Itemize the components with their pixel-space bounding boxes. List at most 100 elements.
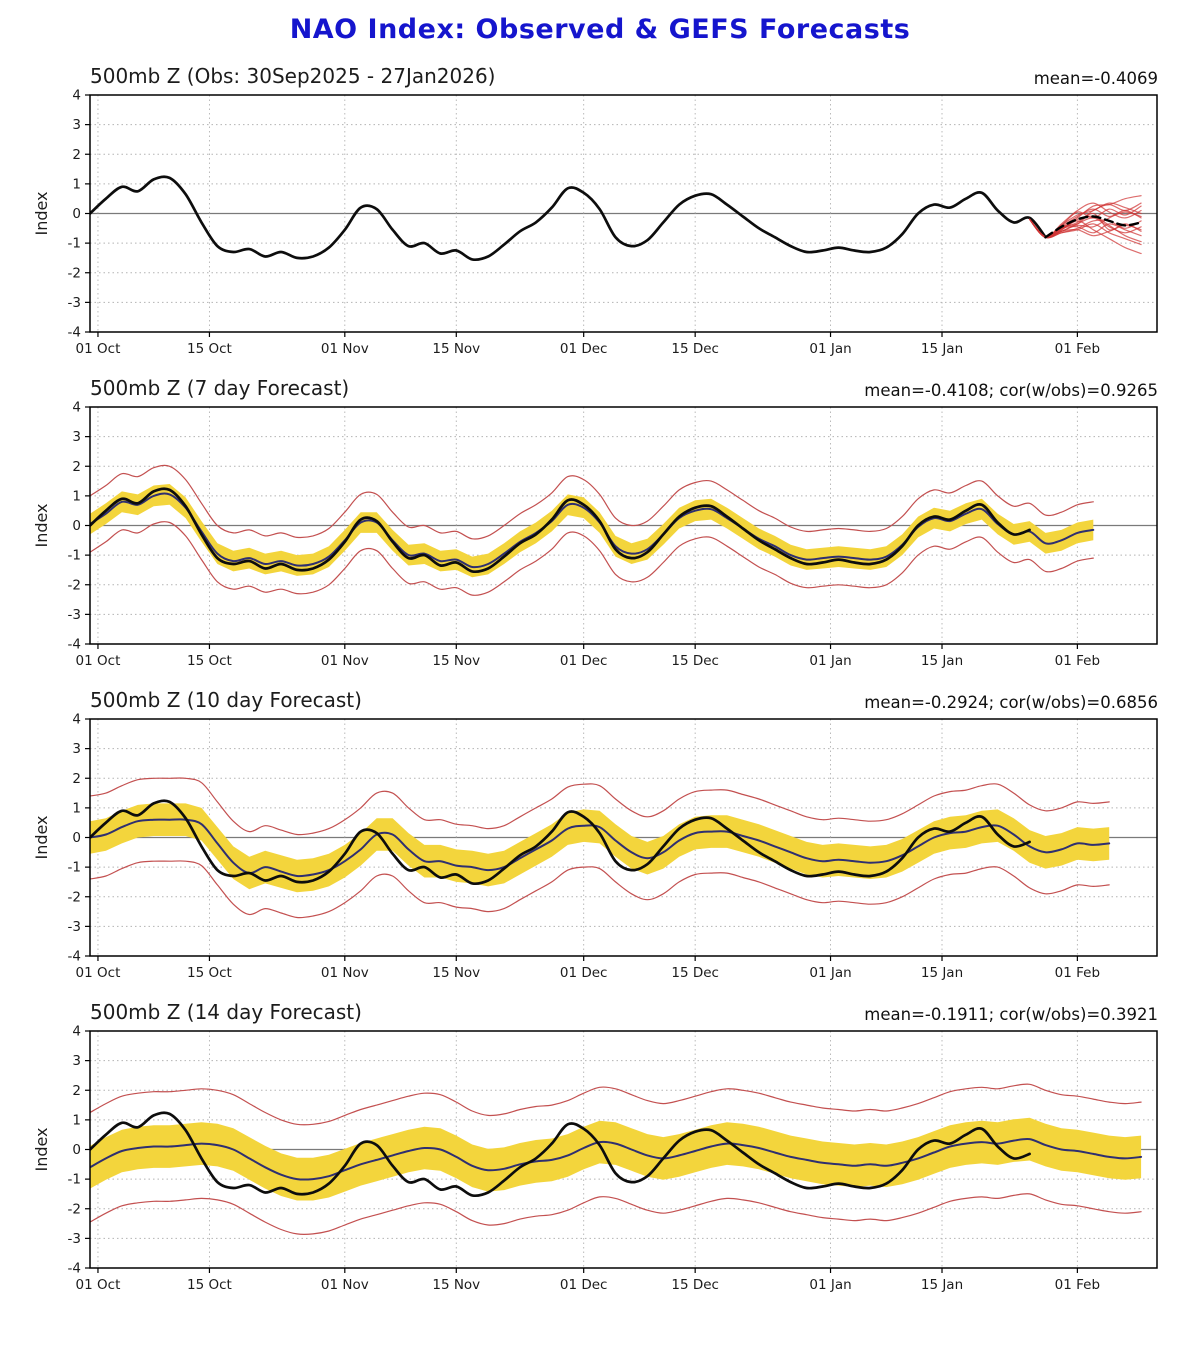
svg-text:01 Dec: 01 Dec [560,1277,608,1293]
panel-500mb-observed: 500mb Z (Obs: 30Sep2025 - 27Jan2026) mea… [0,57,1200,361]
svg-text:01 Jan: 01 Jan [809,1277,851,1293]
svg-text:15 Jan: 15 Jan [921,653,963,669]
svg-text:15 Jan: 15 Jan [921,1277,963,1293]
svg-text:01 Nov: 01 Nov [321,653,369,669]
svg-text:3: 3 [72,117,81,133]
svg-text:15 Oct: 15 Oct [187,1277,232,1293]
svg-text:-4: -4 [68,949,81,965]
svg-text:2: 2 [72,1083,81,1099]
svg-text:3: 3 [72,429,81,445]
svg-text:1: 1 [72,176,81,192]
svg-text:01 Nov: 01 Nov [321,965,369,981]
svg-text:15 Nov: 15 Nov [432,341,480,357]
svg-text:0: 0 [72,518,81,534]
svg-text:-1: -1 [68,548,81,564]
panel-forecast-14day: 500mb Z (14 day Forecast) mean=-0.1911; … [0,993,1200,1297]
svg-text:15 Dec: 15 Dec [671,653,719,669]
svg-text:2: 2 [72,459,81,475]
svg-text:01 Dec: 01 Dec [560,653,608,669]
svg-text:-3: -3 [68,295,81,311]
panel-stats-forecast-10day: mean=-0.2924; cor(w/obs)=0.6856 [864,693,1158,712]
chart-canvas-forecast14: 4 3 2 1 0 -1 -2 -3 -401 Oct 15 Oct 01 Nov 15 Nov 01 … [32,1024,1158,1293]
svg-text:-2: -2 [68,577,81,593]
svg-text:01 Oct: 01 Oct [76,965,121,981]
svg-text:-2: -2 [68,265,81,281]
panel-stats-forecast-7day: mean=-0.4108; cor(w/obs)=0.9265 [864,381,1158,400]
panel-title-forecast-10day: 500mb Z (10 day Forecast) [90,688,362,712]
svg-text:01 Dec: 01 Dec [560,341,608,357]
svg-text:4: 4 [72,713,81,728]
svg-text:Index: Index [32,815,51,859]
svg-text:-3: -3 [68,607,81,623]
svg-text:0: 0 [72,1142,81,1158]
svg-text:15 Oct: 15 Oct [187,965,232,981]
panel-title-forecast-14day: 500mb Z (14 day Forecast) [90,1000,362,1024]
svg-text:15 Dec: 15 Dec [671,1277,719,1293]
chart-forecast-14day: 4 3 2 1 0 -1 -2 -3 -4 01 Oct 15 Oct 01 Nov 15 Nov 01 … [32,1024,1162,1297]
svg-text:-1: -1 [68,1172,81,1188]
svg-text:-4: -4 [68,325,81,341]
svg-text:Index: Index [32,191,51,235]
panel-forecast-7day: 500mb Z (7 day Forecast) mean=-0.4108; c… [0,369,1200,673]
svg-text:-2: -2 [68,1201,81,1217]
chart-observed: 4 3 2 1 0 -1 -2 -3 -4 01 Oct 15 Oct 01 Nov 15 Nov 01 … [32,88,1162,361]
panel-header-forecast-7day: 500mb Z (7 day Forecast) mean=-0.4108; c… [32,369,1162,401]
svg-text:01 Oct: 01 Oct [76,1277,121,1293]
chart-forecast-7day: 4 3 2 1 0 -1 -2 -3 -4 01 Oct 15 Oct 01 Nov 15 Nov 01 … [32,400,1162,673]
svg-text:Index: Index [32,1127,51,1171]
svg-text:2: 2 [72,771,81,787]
svg-text:01 Feb: 01 Feb [1055,653,1100,669]
page-title: NAO Index: Observed & GEFS Forecasts [289,14,911,45]
svg-text:01 Dec: 01 Dec [560,965,608,981]
svg-text:4: 4 [72,89,81,104]
chart-canvas-observed: 4 3 2 1 0 -1 -2 -3 -401 Oct 15 Oct 01 Nov 15 Nov 01 … [32,88,1158,357]
svg-text:-1: -1 [68,236,81,252]
svg-text:-3: -3 [68,919,81,935]
svg-text:-1: -1 [68,860,81,876]
panel-forecast-10day: 500mb Z (10 day Forecast) mean=-0.2924; … [0,681,1200,985]
svg-text:-4: -4 [68,637,81,653]
svg-text:15 Oct: 15 Oct [187,653,232,669]
svg-text:0: 0 [72,206,81,222]
svg-text:01 Oct: 01 Oct [76,653,121,669]
svg-text:01 Jan: 01 Jan [809,341,851,357]
svg-text:1: 1 [72,800,81,816]
svg-text:15 Nov: 15 Nov [432,1277,480,1293]
svg-text:4: 4 [72,1025,81,1040]
svg-text:1: 1 [72,488,81,504]
nao-report: { "title": "NAO Index: Observed & GEFS F… [0,14,1200,1297]
svg-text:01 Nov: 01 Nov [321,1277,369,1293]
svg-text:1: 1 [72,1112,81,1128]
svg-text:15 Dec: 15 Dec [671,965,719,981]
panel-header-forecast-10day: 500mb Z (10 day Forecast) mean=-0.2924; … [32,681,1162,713]
chart-canvas-forecast7: 4 3 2 1 0 -1 -2 -3 -401 Oct 15 Oct 01 Nov 15 Nov 01 … [32,400,1158,669]
svg-text:4: 4 [72,401,81,416]
svg-text:15 Oct: 15 Oct [187,341,232,357]
svg-text:01 Jan: 01 Jan [809,653,851,669]
svg-text:01 Jan: 01 Jan [809,965,851,981]
svg-text:01 Feb: 01 Feb [1055,1277,1100,1293]
svg-text:15 Nov: 15 Nov [432,653,480,669]
panel-title-forecast-7day: 500mb Z (7 day Forecast) [90,376,350,400]
svg-text:-3: -3 [68,1231,81,1247]
svg-text:-2: -2 [68,889,81,905]
svg-text:01 Feb: 01 Feb [1055,341,1100,357]
svg-text:01 Nov: 01 Nov [321,341,369,357]
svg-text:0: 0 [72,830,81,846]
svg-text:01 Feb: 01 Feb [1055,965,1100,981]
chart-canvas-forecast10: 4 3 2 1 0 -1 -2 -3 -401 Oct 15 Oct 01 Nov 15 Nov 01 … [32,712,1158,981]
panel-stats-observed: mean=-0.4069 [1033,69,1158,88]
svg-text:15 Dec: 15 Dec [671,341,719,357]
svg-text:Index: Index [32,503,51,547]
svg-text:15 Nov: 15 Nov [432,965,480,981]
svg-text:3: 3 [72,1053,81,1069]
chart-forecast-10day: 4 3 2 1 0 -1 -2 -3 -4 01 Oct 15 Oct 01 Nov 15 Nov 01 … [32,712,1162,985]
panel-header-observed: 500mb Z (Obs: 30Sep2025 - 27Jan2026) mea… [32,57,1162,89]
svg-text:15 Jan: 15 Jan [921,341,963,357]
svg-text:01 Oct: 01 Oct [76,341,121,357]
svg-text:3: 3 [72,741,81,757]
panel-stats-forecast-14day: mean=-0.1911; cor(w/obs)=0.3921 [864,1005,1158,1024]
panel-title-observed: 500mb Z (Obs: 30Sep2025 - 27Jan2026) [90,64,496,88]
svg-text:-4: -4 [68,1261,81,1277]
svg-text:2: 2 [72,147,81,163]
